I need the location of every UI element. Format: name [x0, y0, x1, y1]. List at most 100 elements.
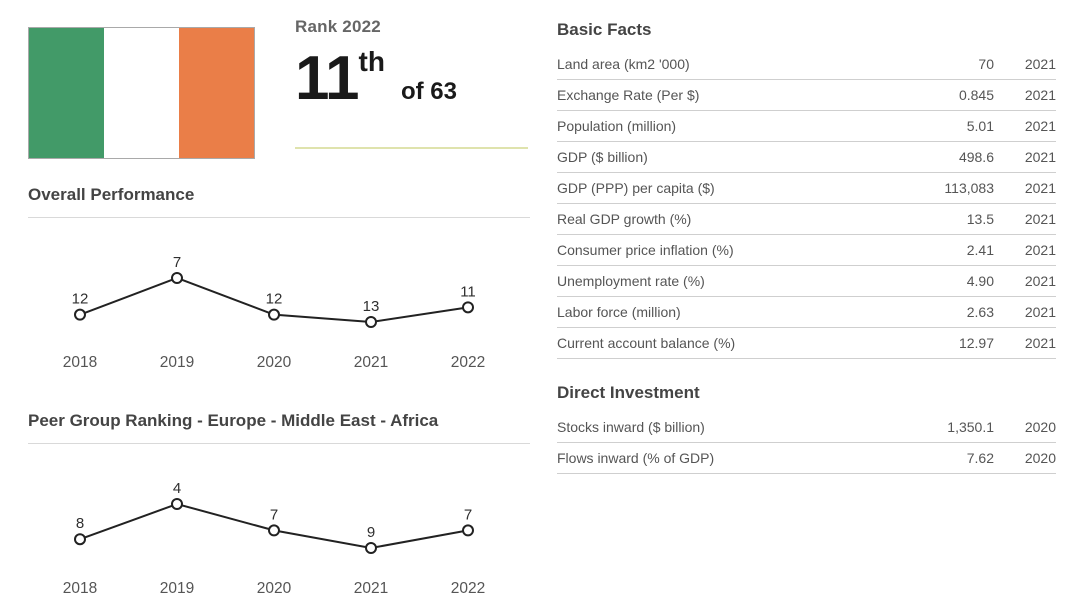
row-label: Unemployment rate (%) [557, 273, 705, 289]
row-value: 0.845 [958, 87, 994, 103]
data-point-marker [171, 272, 183, 284]
table-row: Land area (km2 '000) 70 2021 [557, 49, 1056, 80]
x-axis-year-label: 2022 [451, 580, 485, 597]
direct-investment-section: Direct Investment Stocks inward ($ billi… [557, 383, 1056, 474]
overall-performance-section: Overall Performance 12 2018 7 2019 12 2020 13 2… [28, 185, 530, 378]
row-value: 498.6 [958, 149, 994, 165]
row-value: 4.90 [966, 273, 994, 289]
row-label: Exchange Rate (Per $) [557, 87, 700, 103]
x-axis-year-label: 2018 [63, 580, 97, 597]
table-row: Stocks inward ($ billion) 1,350.1 2020 [557, 412, 1056, 443]
left-column: Rank 2022 11thof 63 Overall Performance … [28, 0, 530, 615]
basic-facts-table: Land area (km2 '000) 70 2021 Exchange Ra… [557, 49, 1056, 359]
basic-facts-section: Basic Facts Land area (km2 '000) 70 2021… [557, 20, 1056, 359]
table-row: Current account balance (%) 12.97 2021 [557, 328, 1056, 359]
rank-underline [295, 147, 528, 149]
x-axis-year-label: 2019 [160, 354, 194, 371]
row-label: GDP ($ billion) [557, 149, 648, 165]
peer-group-chart: 8 2018 4 2019 7 2020 9 2021 7 2022 [63, 480, 485, 597]
row-label: Population (million) [557, 118, 677, 134]
data-point-label: 4 [173, 480, 181, 497]
data-point-marker [74, 533, 86, 546]
data-point-marker [268, 524, 280, 537]
data-point-label: 8 [76, 515, 84, 532]
row-label: Stocks inward ($ billion) [557, 419, 705, 435]
x-axis-year-label: 2021 [354, 580, 388, 597]
row-label: Flows inward (% of GDP) [557, 450, 715, 466]
basic-facts-title: Basic Facts [557, 20, 652, 39]
row-year: 2021 [1024, 211, 1056, 227]
data-point-marker [74, 308, 86, 321]
row-label: GDP (PPP) per capita ($) [557, 180, 715, 196]
right-column: Basic Facts Land area (km2 '000) 70 2021… [557, 0, 1056, 615]
data-point-label: 12 [72, 291, 89, 308]
row-value: 1,350.1 [947, 419, 994, 435]
rank-figure: 11th of 63 [295, 39, 531, 120]
peer-group-section: Peer Group Ranking - Europe - Middle Eas… [28, 411, 530, 604]
data-point-marker [268, 308, 280, 321]
x-axis-year-label: 2019 [160, 580, 194, 597]
row-value: 13.5 [966, 211, 994, 227]
rank-ordinal: th [358, 46, 385, 77]
row-value: 5.01 [966, 118, 994, 134]
peer-group-title: Peer Group Ranking - Europe - Middle Eas… [28, 411, 530, 444]
ireland-flag [28, 27, 255, 159]
row-year: 2020 [1024, 450, 1056, 466]
overall-performance-title: Overall Performance [28, 185, 530, 218]
row-value: 70 [978, 56, 994, 72]
row-label: Land area (km2 '000) [557, 56, 690, 72]
rank-of-total: of 63 [400, 78, 457, 105]
row-label: Real GDP growth (%) [557, 211, 692, 227]
data-point-label: 7 [464, 506, 472, 523]
data-point-label: 9 [367, 524, 375, 541]
row-value: 2.63 [966, 304, 994, 320]
rank-label: Rank 2022 [295, 17, 381, 36]
row-label: Consumer price inflation (%) [557, 242, 734, 258]
row-year: 2021 [1024, 56, 1056, 72]
row-year: 2021 [1024, 304, 1056, 320]
table-row: Population (million) 5.01 2021 [557, 111, 1056, 142]
table-row: Labor force (million) 2.63 2021 [557, 297, 1056, 328]
data-point-label: 11 [460, 283, 476, 300]
data-point-marker [365, 316, 377, 328]
data-point-marker [462, 301, 474, 314]
data-point-marker [365, 542, 377, 554]
row-year: 2021 [1024, 242, 1056, 258]
row-label: Labor force (million) [557, 304, 681, 320]
data-point-label: 7 [270, 506, 278, 523]
row-year: 2021 [1024, 118, 1056, 134]
rank-block: Rank 2022 11th of 63 [295, 17, 531, 120]
x-axis-year-label: 2020 [257, 354, 292, 371]
table-row: Unemployment rate (%) 4.90 2021 [557, 266, 1056, 297]
data-point-label: 13 [363, 298, 380, 315]
row-year: 2021 [1024, 273, 1056, 289]
direct-investment-table: Stocks inward ($ billion) 1,350.1 2020 F… [557, 412, 1056, 474]
x-axis-year-label: 2021 [354, 354, 388, 371]
overall-performance-chart: 12 2018 7 2019 12 2020 13 2021 11 2022 [63, 254, 485, 371]
row-value: 7.62 [966, 450, 994, 466]
row-label: Current account balance (%) [557, 335, 736, 351]
flag-stripe-white [104, 28, 179, 158]
row-year: 2020 [1024, 419, 1056, 435]
table-row: Exchange Rate (Per $) 0.845 2021 [557, 80, 1056, 111]
row-year: 2021 [1024, 180, 1056, 196]
table-row: Flows inward (% of GDP) 7.62 2020 [557, 443, 1056, 474]
table-row: Consumer price inflation (%) 2.41 2021 [557, 235, 1056, 266]
x-axis-year-label: 2022 [451, 354, 485, 371]
row-value: 113,083 [944, 180, 994, 196]
flag-stripe-orange [179, 28, 254, 158]
table-row: GDP ($ billion) 498.6 2021 [557, 142, 1056, 173]
x-axis-year-label: 2020 [257, 580, 292, 597]
data-point-marker [462, 524, 474, 537]
data-point-label: 7 [173, 254, 181, 271]
row-year: 2021 [1024, 149, 1056, 165]
data-point-label: 12 [266, 291, 283, 308]
rank-number: 11 [295, 44, 360, 113]
row-value: 2.41 [966, 242, 994, 258]
row-value: 12.97 [958, 335, 994, 351]
direct-investment-title: Direct Investment [557, 383, 700, 402]
x-axis-year-label: 2018 [63, 354, 97, 371]
flag-stripe-green [29, 28, 104, 158]
table-row: Real GDP growth (%) 13.5 2021 [557, 204, 1056, 235]
